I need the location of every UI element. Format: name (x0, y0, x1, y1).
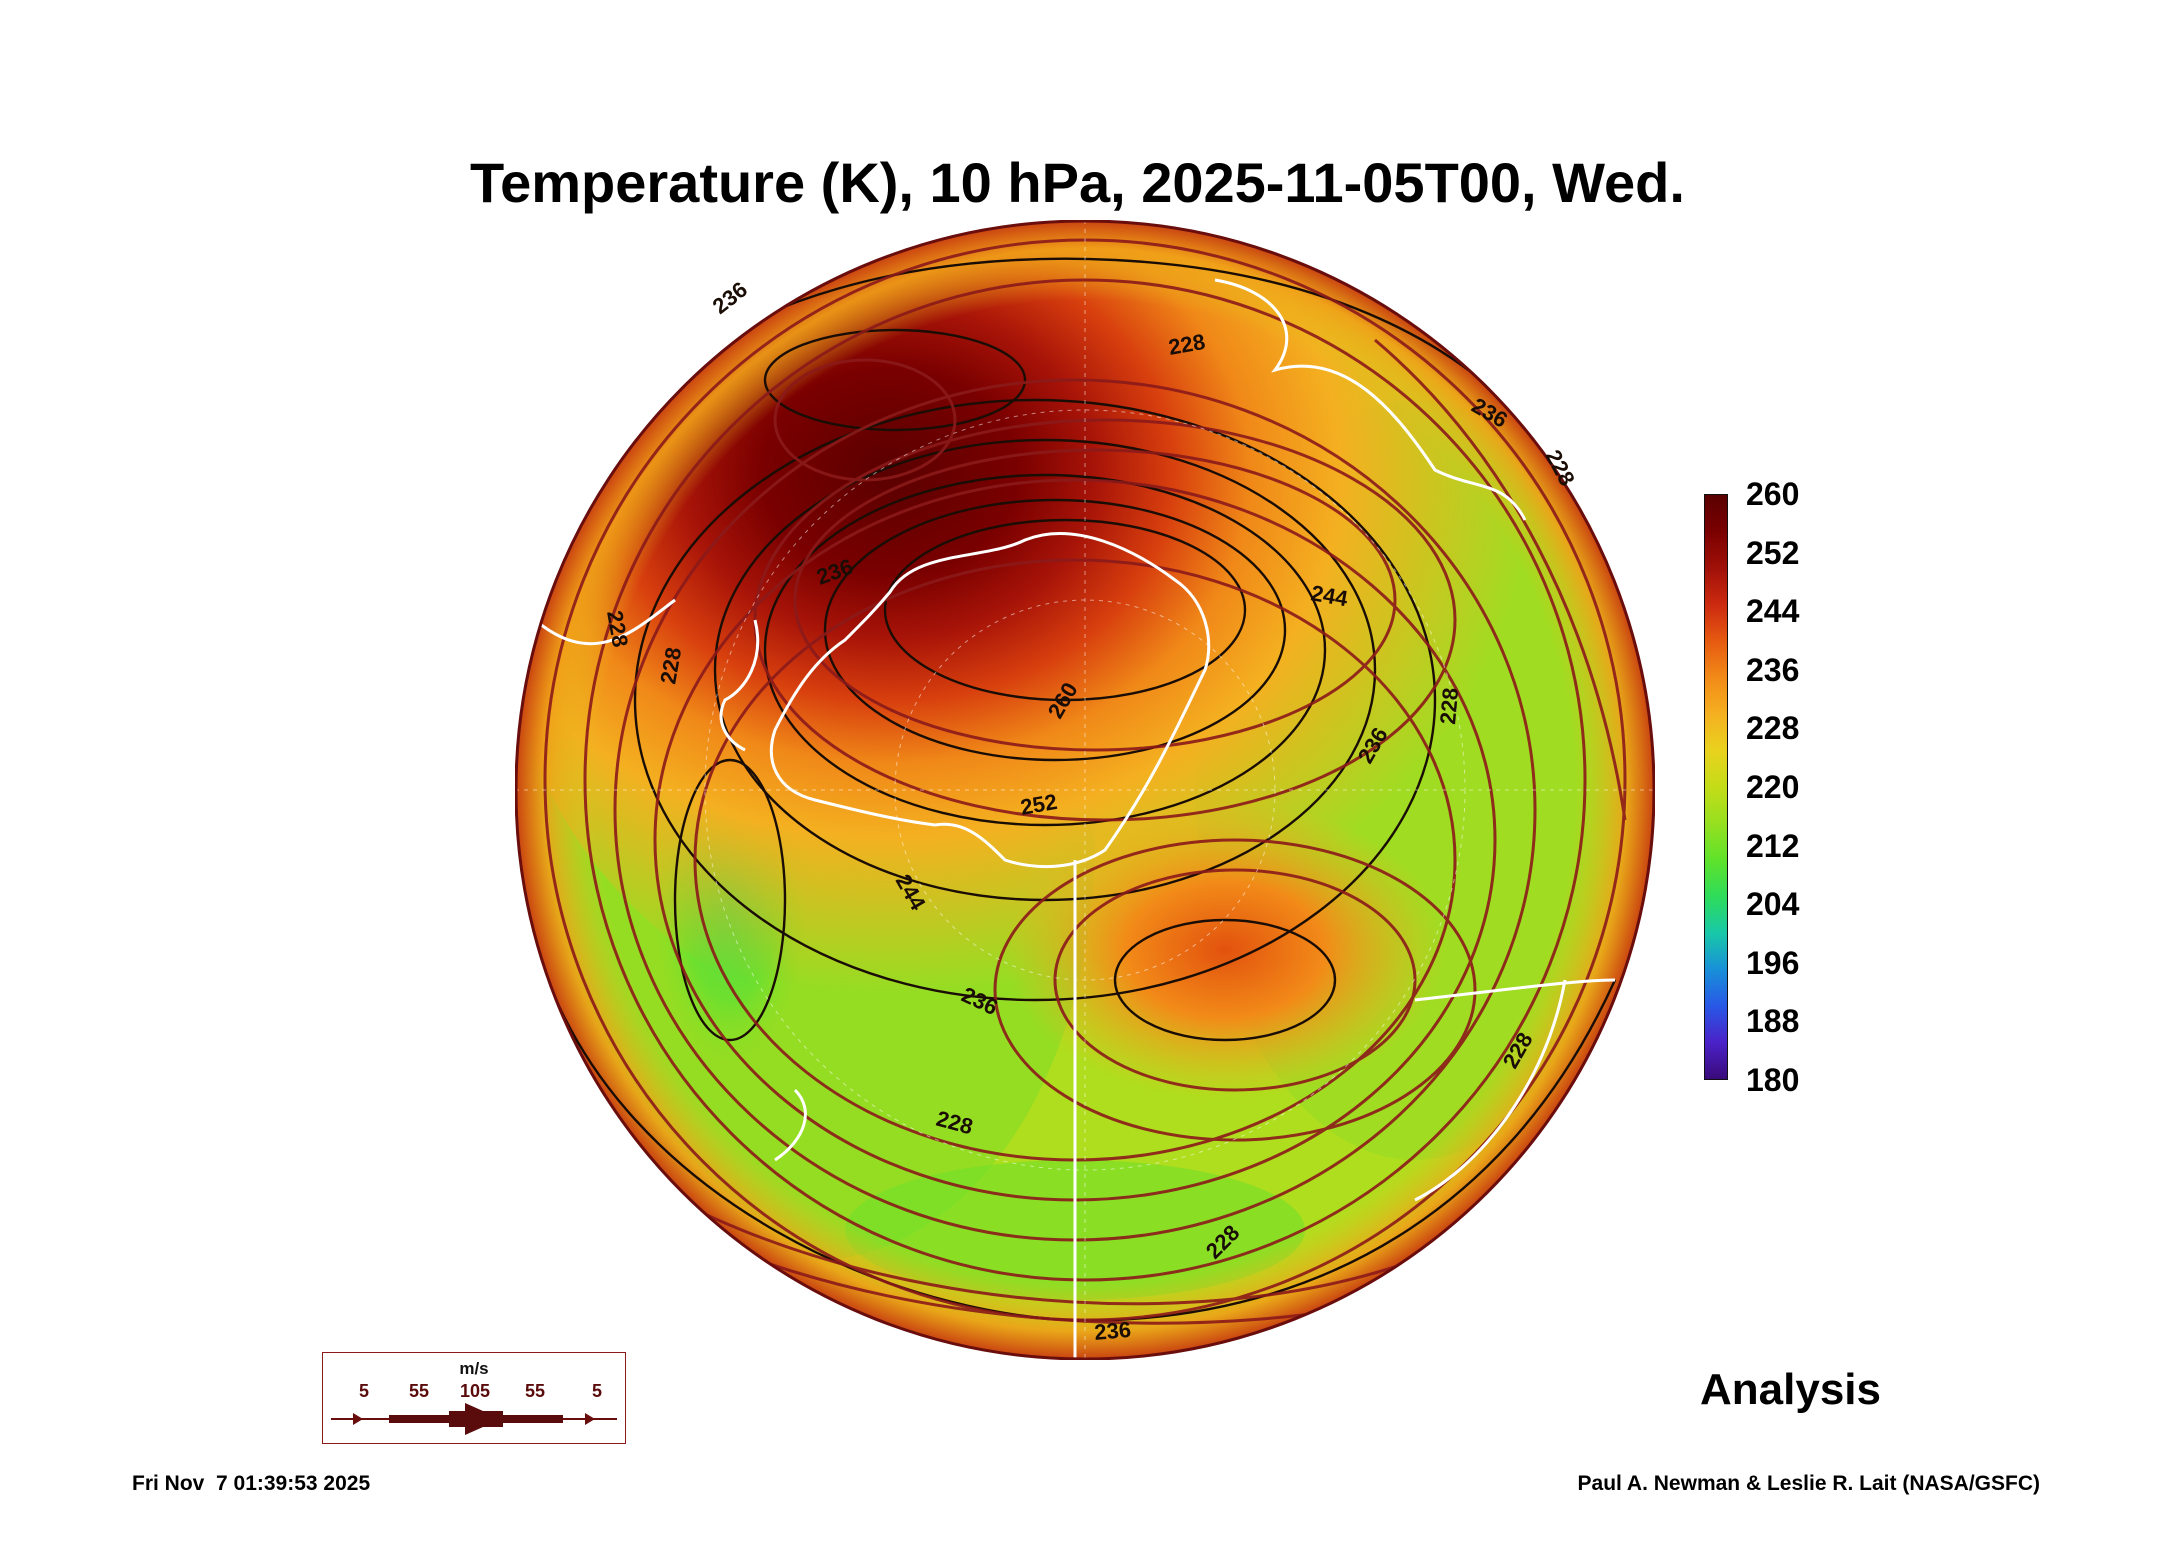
colorbar-tick-label: 196 (1746, 944, 1800, 981)
temperature-map-svg: 236 228 228 236 228 244 260 252 244 236 … (515, 220, 1655, 1360)
colorbar-tick-label: 180 (1746, 1062, 1800, 1098)
colorbar-tick-label: 204 (1746, 886, 1800, 923)
coastlines (534, 247, 1616, 1360)
legend-value: 105 (459, 1381, 491, 1401)
legend-value: 55 (524, 1381, 546, 1401)
analysis-label: Analysis (1700, 1365, 1881, 1414)
graticule (515, 220, 1655, 1360)
legend-value: 55 (408, 1381, 430, 1401)
timestamp: Fri Nov 7 01:39:53 2025 (132, 1472, 371, 1495)
contour-label: 228 (1435, 687, 1463, 726)
polar-map: 236 228 228 236 228 244 260 252 244 236 … (515, 220, 1655, 1360)
colorbar-tick-label: 228 (1746, 710, 1800, 747)
contour-label: 236 (708, 277, 752, 319)
colorbar-tick-label: 252 (1746, 534, 1800, 571)
legend-arrow-graphic (331, 1403, 617, 1435)
wind-speed-legend: m/s 5 55 105 55 5 (322, 1352, 626, 1444)
globe-outline (515, 220, 1655, 1360)
colorbar-tick-label: 236 (1746, 651, 1800, 688)
temperature-colorbar (1704, 494, 1728, 1080)
legend-value: 5 (358, 1381, 370, 1401)
page-title: Temperature (K), 10 hPa, 2025-11-05T00, … (470, 151, 1685, 214)
colorbar-tick-label: 260 (1746, 476, 1800, 512)
credit-text: Paul A. Newman & Leslie R. Lait (NASA/GS… (1577, 1472, 2040, 1495)
colorbar-tick-label: 244 (1746, 593, 1800, 630)
legend-value: 5 (591, 1381, 603, 1401)
contour-label: 236 (1093, 1317, 1132, 1345)
colorbar-tick-label: 212 (1746, 827, 1800, 864)
legend-unit: m/s (459, 1359, 489, 1378)
colorbar-tick-label: 188 (1746, 1003, 1800, 1040)
colorbar-tick-label: 220 (1746, 769, 1800, 805)
